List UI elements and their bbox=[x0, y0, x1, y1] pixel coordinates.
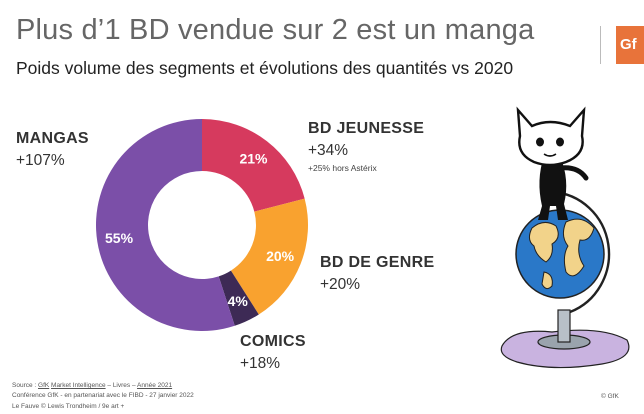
source-year: Année 2021 bbox=[137, 382, 173, 389]
donut-slice-bd-jeunesse bbox=[202, 119, 305, 212]
source-market-intelligence: Market Intelligence bbox=[51, 382, 106, 389]
legend-note: +25% hors Astérix bbox=[308, 163, 377, 173]
legend-change: +20% bbox=[320, 276, 361, 293]
source-rest: – Livres – bbox=[105, 382, 138, 389]
credit-note: Le Fauve © Lewis Trondheim / 9e art + bbox=[12, 403, 125, 410]
donut-slice-comics bbox=[218, 270, 259, 326]
legend-name: BD DE GENRE bbox=[320, 254, 435, 271]
legend-name: COMICS bbox=[240, 333, 306, 350]
legend-change: +34% bbox=[308, 142, 349, 159]
source-gfk: GfK bbox=[38, 382, 50, 389]
page-subtitle: Poids volume des segments et évolutions … bbox=[16, 58, 514, 78]
cat-on-globe-illustration bbox=[500, 106, 630, 369]
slice-label-bd-jeunesse: 21% bbox=[239, 151, 268, 167]
donut-slices bbox=[95, 119, 308, 331]
donut-slice-bd-de-genre bbox=[230, 198, 308, 315]
source-prefix: Source : bbox=[12, 382, 39, 389]
slice-label-bd-de-genre: 20% bbox=[266, 248, 295, 264]
legend-name: BD JEUNESSE bbox=[308, 120, 425, 137]
legend-change: +18% bbox=[240, 355, 281, 372]
legend-change: +107% bbox=[16, 152, 65, 169]
legend-bd-de-genre: BD DE GENRE +20% bbox=[320, 254, 434, 294]
source-note: Source : GfK Market Intelligence – Livre… bbox=[12, 382, 172, 389]
conference-note: Conférence GfK - en partenariat avec le … bbox=[12, 392, 194, 399]
donut-slice-mangas bbox=[95, 119, 235, 331]
legend-bd-jeunesse: BD JEUNESSE +34% +25% hors Astérix bbox=[308, 120, 424, 173]
legend-mangas: MANGAS +107% bbox=[16, 130, 89, 170]
legend-name: MANGAS bbox=[16, 130, 89, 147]
slice-label-comics: 4% bbox=[228, 293, 249, 309]
legend-comics: COMICS +18% bbox=[240, 333, 306, 373]
gfk-logo: Gf bbox=[616, 26, 644, 64]
page-title: Plus d’1 BD vendue sur 2 est un manga bbox=[16, 14, 535, 46]
copyright: © GfK bbox=[601, 393, 619, 400]
donut-slice-labels: 21% 20% 4% 55% bbox=[105, 151, 295, 309]
logo-divider bbox=[600, 26, 601, 64]
slice-label-mangas: 55% bbox=[105, 230, 134, 246]
